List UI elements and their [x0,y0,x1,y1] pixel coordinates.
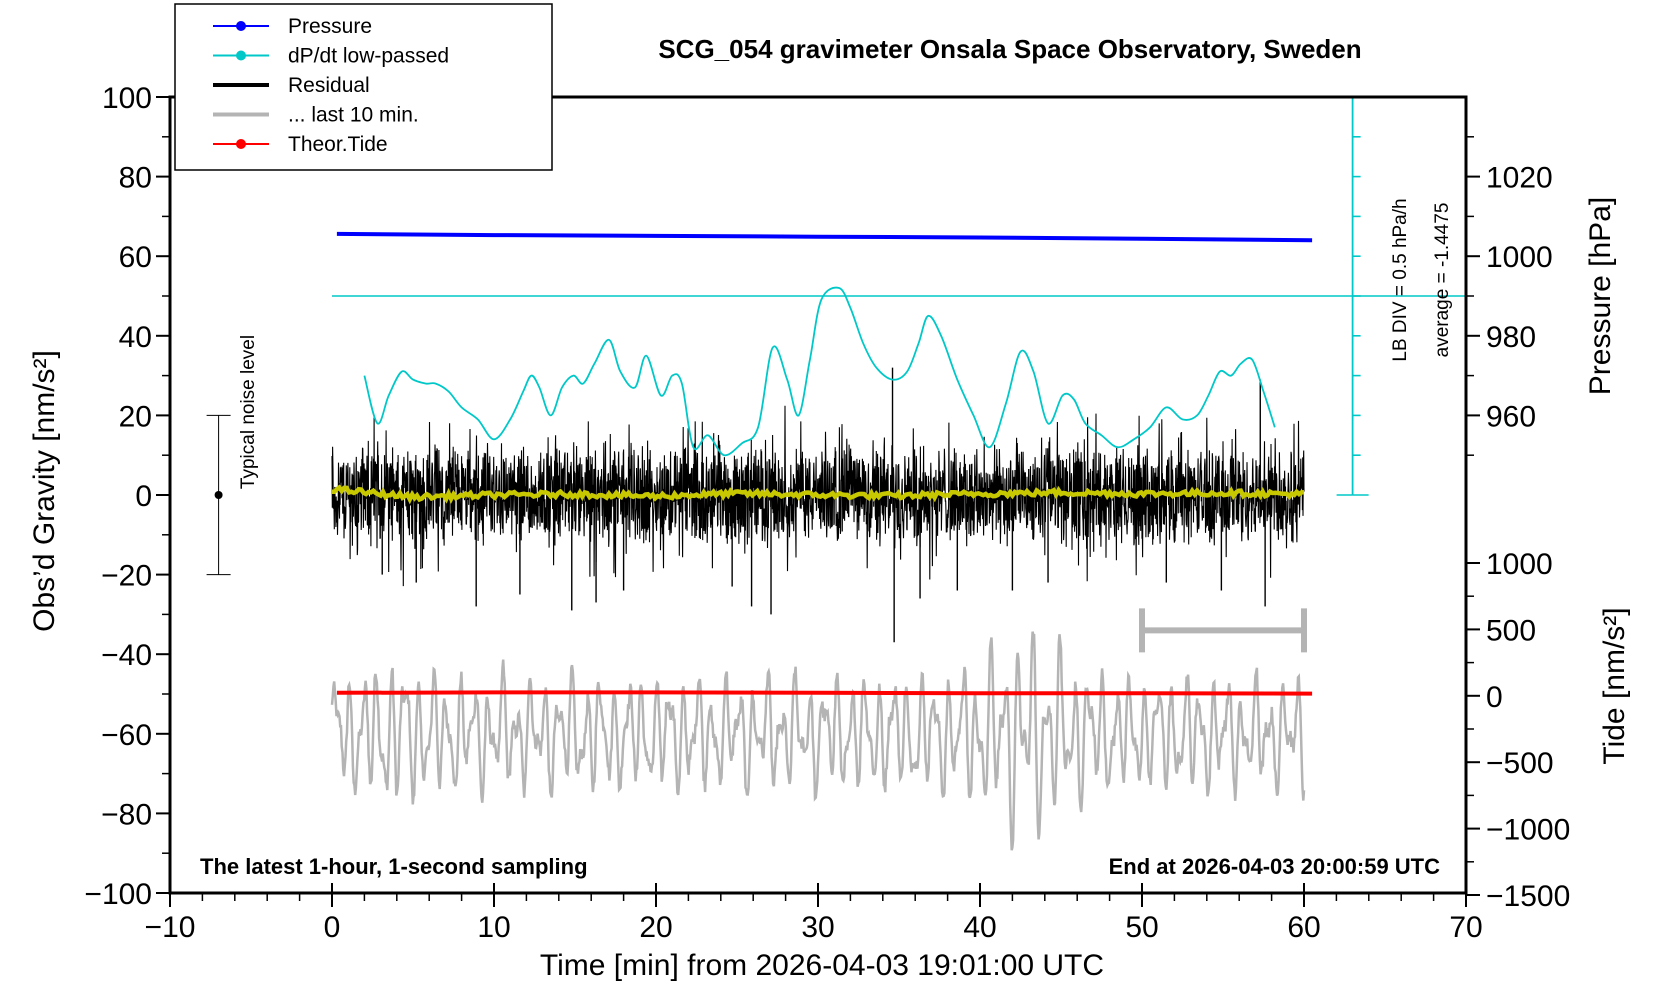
subtitle-right: End at 2026-04-03 20:00:59 UTC [1109,854,1440,879]
x-tick-label: 0 [324,911,341,944]
legend-marker [236,139,246,149]
dpdt-line [363,286,1276,457]
tide-axis: 1000 500 0 −500 −1000 −1500 [1466,548,1570,913]
y-tick-label: 20 [119,400,152,433]
y-tick-label: 80 [119,162,152,195]
x-tick-label: 60 [1287,911,1320,944]
residual-mean-line [332,484,1305,505]
y-axis-label: Obs’d Gravity [nm/s²] [28,350,61,632]
subtitle-left: The latest 1-hour, 1-second sampling [200,854,588,879]
legend-label: Pressure [288,15,372,38]
overlay-layer [206,96,1466,653]
y-tick-label: 40 [119,321,152,354]
legend: Pressure dP/dt low-passed Residual ... last… [174,3,553,171]
y-tick-label: 0 [135,480,152,513]
tide-tick-label: 0 [1486,681,1503,714]
pressure-tick-label: 960 [1486,400,1536,433]
pressure-axis: 1020 1000 980 960 [1466,136,1553,456]
noise-level-label: Typical noise level [238,335,259,489]
x-tick-label: 10 [477,911,510,944]
residual-line [331,405,1305,587]
tide-tick-label: −500 [1486,747,1554,780]
pressure-tick-label: 980 [1486,321,1536,354]
x-tick-label: 50 [1125,911,1158,944]
dpdt-scale-label: LB DIV = 0.5 hPa/h [1390,198,1411,361]
pressure-axis-label: Pressure [hPa] [1584,197,1617,395]
tide-tick-label: −1000 [1486,814,1570,847]
theoretical-tide-line [336,690,1313,696]
y-tick-label: −80 [101,798,152,831]
tide-axis-label: Tide [nm/s²] [1598,607,1631,764]
y-tick-label: −60 [101,719,152,752]
y-tick-label: 100 [102,82,152,115]
tide-tick-label: 1000 [1486,548,1553,581]
legend-label: dP/dt low-passed [288,45,449,68]
y-tick-label: −20 [101,560,152,593]
tide-tick-label: 500 [1486,614,1536,647]
dpdt-average-label: average = -1.4475 [1432,203,1453,358]
pressure-tick-label: 1000 [1486,241,1553,274]
y-tick-label: −100 [84,878,152,911]
x-tick-label: 40 [963,911,996,944]
legend-label: Theor.Tide [288,133,388,156]
noise-bar-center [214,491,223,499]
x-axis-label: Time [min] from 2026-04-03 19:01:00 UTC [540,949,1104,982]
x-tick-label: 20 [639,911,672,944]
legend-marker [236,21,246,31]
y-tick-label: 60 [119,241,152,274]
x-tick-label: 30 [801,911,834,944]
legend-label: ... last 10 min. [288,104,419,127]
chart-title: SCG_054 gravimeter Onsala Space Observat… [658,34,1361,64]
legend-marker [236,50,246,61]
tide-tick-label: −1500 [1486,880,1570,913]
y-tick-label: −40 [101,639,152,672]
x-axis: −10 0 10 20 30 40 50 60 70 [145,883,1483,944]
x-tick-label: 70 [1449,911,1482,944]
last-10-min-line [330,631,1306,851]
x-tick-label: −10 [145,911,196,944]
pressure-line [336,231,1313,243]
legend-label: Residual [288,74,370,97]
data-layer [330,231,1313,851]
y-axis: 100 80 60 40 20 0 −20 −40 −60 −80 −100 [84,82,170,911]
pressure-tick-label: 1020 [1486,162,1553,195]
